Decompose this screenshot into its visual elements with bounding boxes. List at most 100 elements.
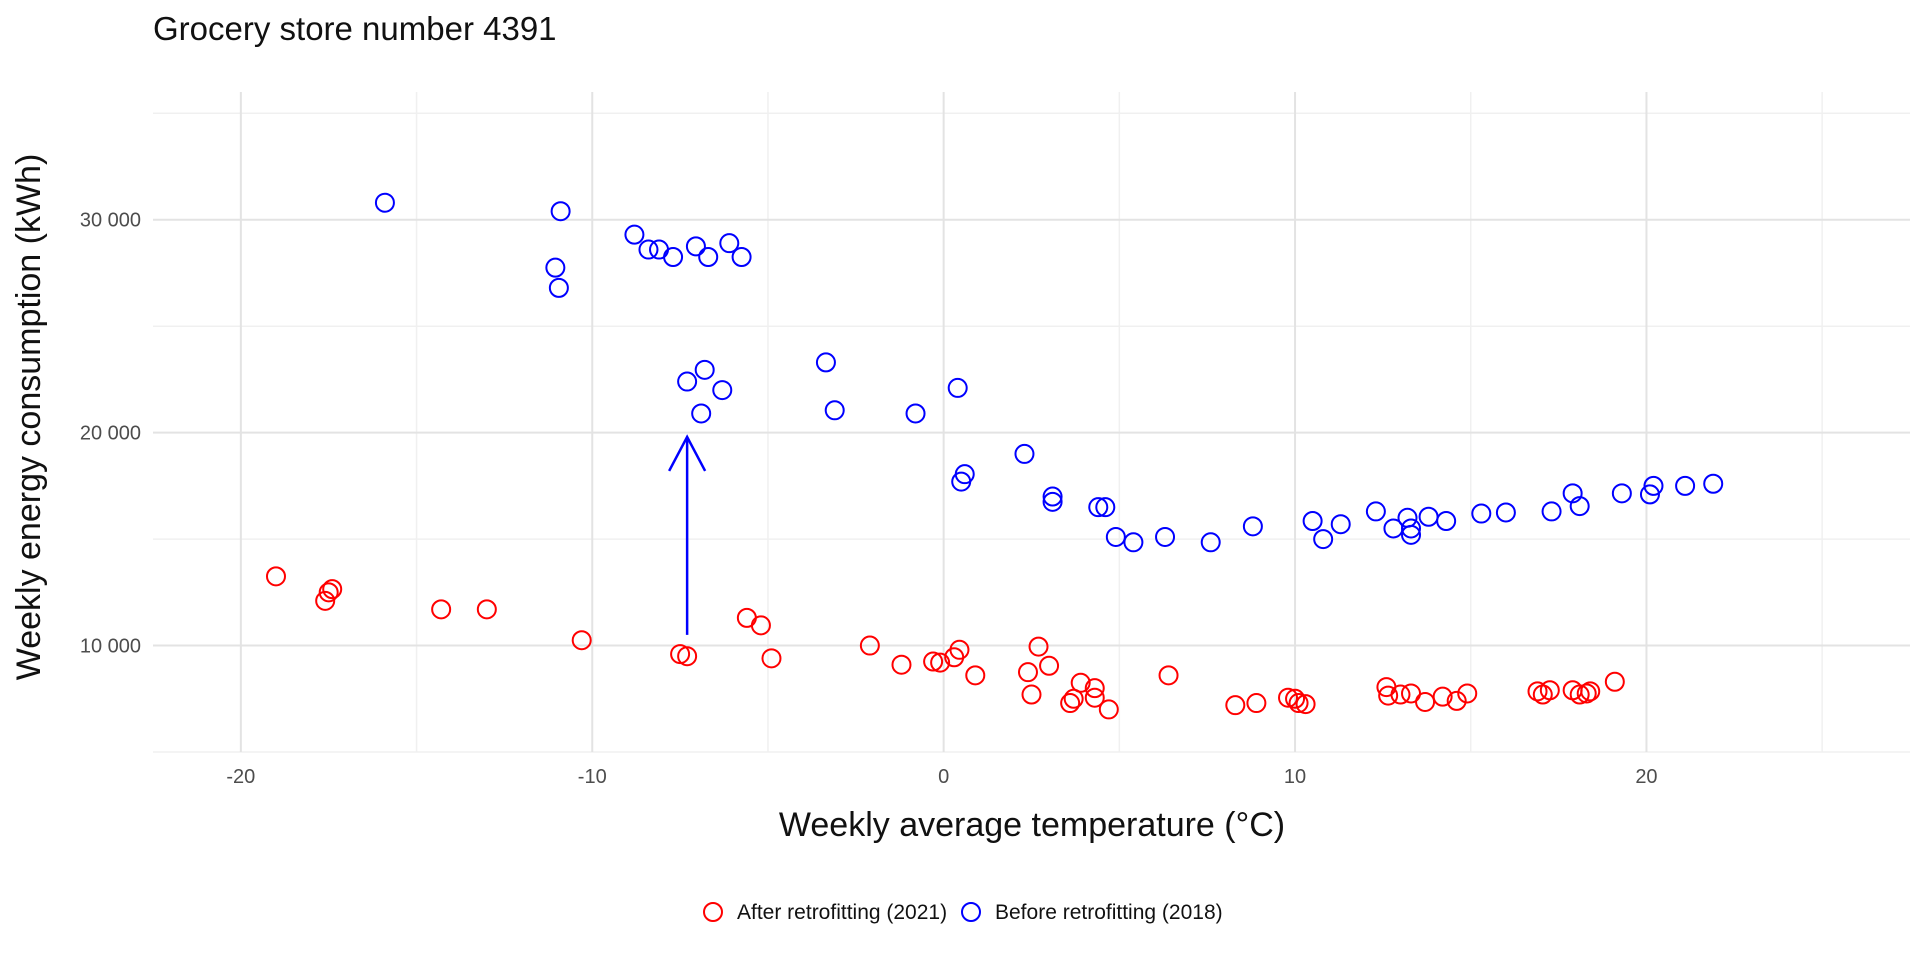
data-point: [1457, 683, 1478, 704]
data-point: [550, 201, 571, 222]
x-tick-label: 0: [938, 766, 949, 788]
data-point: [374, 192, 395, 213]
data-point: [1158, 665, 1179, 686]
data-point: [1242, 516, 1263, 537]
data-point: [649, 239, 670, 260]
data-point: [1021, 684, 1042, 705]
data-point: [1569, 684, 1590, 705]
data-point: [1042, 486, 1063, 507]
data-point: [1418, 506, 1439, 527]
data-point: [1123, 532, 1144, 553]
data-point: [1105, 526, 1126, 547]
y-tick-label: 20 000: [80, 423, 141, 445]
data-point: [638, 239, 659, 260]
data-point: [322, 579, 343, 600]
x-tick-label: -10: [578, 766, 607, 788]
data-point: [750, 615, 771, 636]
arrow-head: [668, 434, 707, 472]
y-tick-label: 10 000: [80, 636, 141, 658]
data-point: [954, 464, 975, 485]
data-point: [1541, 501, 1562, 522]
data-point: [698, 247, 719, 267]
x-tick-label: -20: [226, 766, 255, 788]
legend: After retrofitting (2021) Before retrofit…: [703, 901, 1223, 924]
data-point: [1014, 443, 1035, 464]
data-point: [859, 635, 880, 656]
data-point: [624, 224, 645, 245]
data-point: [1278, 687, 1299, 708]
data-point: [1070, 672, 1091, 693]
x-tick-label: 10: [1284, 766, 1306, 788]
data-point: [736, 607, 757, 628]
chart-title: Grocery store number 4391: [153, 10, 557, 47]
data-point: [1095, 497, 1116, 518]
data-point: [1225, 695, 1246, 716]
data-point: [947, 377, 968, 398]
data-point: [1495, 502, 1516, 523]
data-point: [1643, 475, 1664, 496]
grid: [153, 92, 1910, 753]
data-point: [824, 400, 845, 421]
data-point: [265, 566, 286, 587]
data-point: [1401, 518, 1422, 539]
data-point: [1539, 680, 1560, 701]
data-point: [1390, 684, 1411, 705]
data-point: [965, 665, 986, 686]
data-point: [731, 247, 752, 267]
data-point: [761, 648, 782, 669]
data-point: [1703, 473, 1724, 494]
data-point: [1639, 484, 1660, 505]
data-point: [1285, 688, 1306, 709]
data-point: [315, 590, 336, 611]
y-axis-title: Weekly energy consumption (kWh): [10, 154, 48, 681]
data-point: [677, 646, 698, 667]
data-point: [476, 599, 497, 620]
series-before-retrofitting: [374, 192, 1724, 553]
data-point: [815, 352, 836, 373]
legend-label: Before retrofitting (2018): [995, 901, 1223, 924]
axis-ticks: -20 -10 0 10 20 10 000 20 000 30 000: [80, 210, 1658, 788]
data-point: [891, 654, 912, 675]
data-point: [1098, 699, 1119, 720]
data-point: [694, 359, 715, 380]
data-point: [1330, 514, 1351, 535]
data-point: [691, 403, 712, 424]
data-point: [1039, 655, 1060, 676]
series-after-retrofitting: [265, 566, 1625, 720]
annotation-arrow: [668, 434, 707, 635]
data-point: [1576, 683, 1597, 704]
data-point: [1675, 475, 1696, 496]
data-point: [930, 652, 951, 673]
legend-marker: [703, 902, 723, 922]
data-point: [663, 247, 684, 267]
data-point: [905, 403, 926, 424]
data-point: [1415, 691, 1436, 712]
data-point: [1446, 690, 1467, 711]
legend-label: After retrofitting (2021): [737, 901, 947, 924]
data-point: [1378, 685, 1399, 706]
data-point: [677, 371, 698, 392]
data-point: [571, 630, 592, 651]
data-point: [545, 257, 566, 278]
data-point: [1471, 503, 1492, 524]
data-point: [1042, 491, 1063, 512]
data-point: [1527, 681, 1548, 702]
data-point: [1365, 501, 1386, 522]
data-point: [1088, 497, 1109, 518]
y-tick-label: 30 000: [80, 210, 141, 232]
data-point: [923, 651, 944, 672]
data-point: [1562, 483, 1583, 504]
data-point: [1580, 681, 1601, 702]
data-points: [265, 192, 1724, 720]
data-point: [1569, 496, 1590, 517]
legend-marker: [961, 902, 981, 922]
data-point: [1604, 671, 1625, 692]
data-point: [1295, 694, 1316, 715]
data-point: [1028, 636, 1049, 657]
data-point: [685, 236, 706, 257]
data-point: [1084, 687, 1105, 708]
x-axis-title: Weekly average temperature (°C): [779, 806, 1285, 844]
data-point: [1397, 507, 1418, 528]
data-point: [712, 380, 733, 401]
